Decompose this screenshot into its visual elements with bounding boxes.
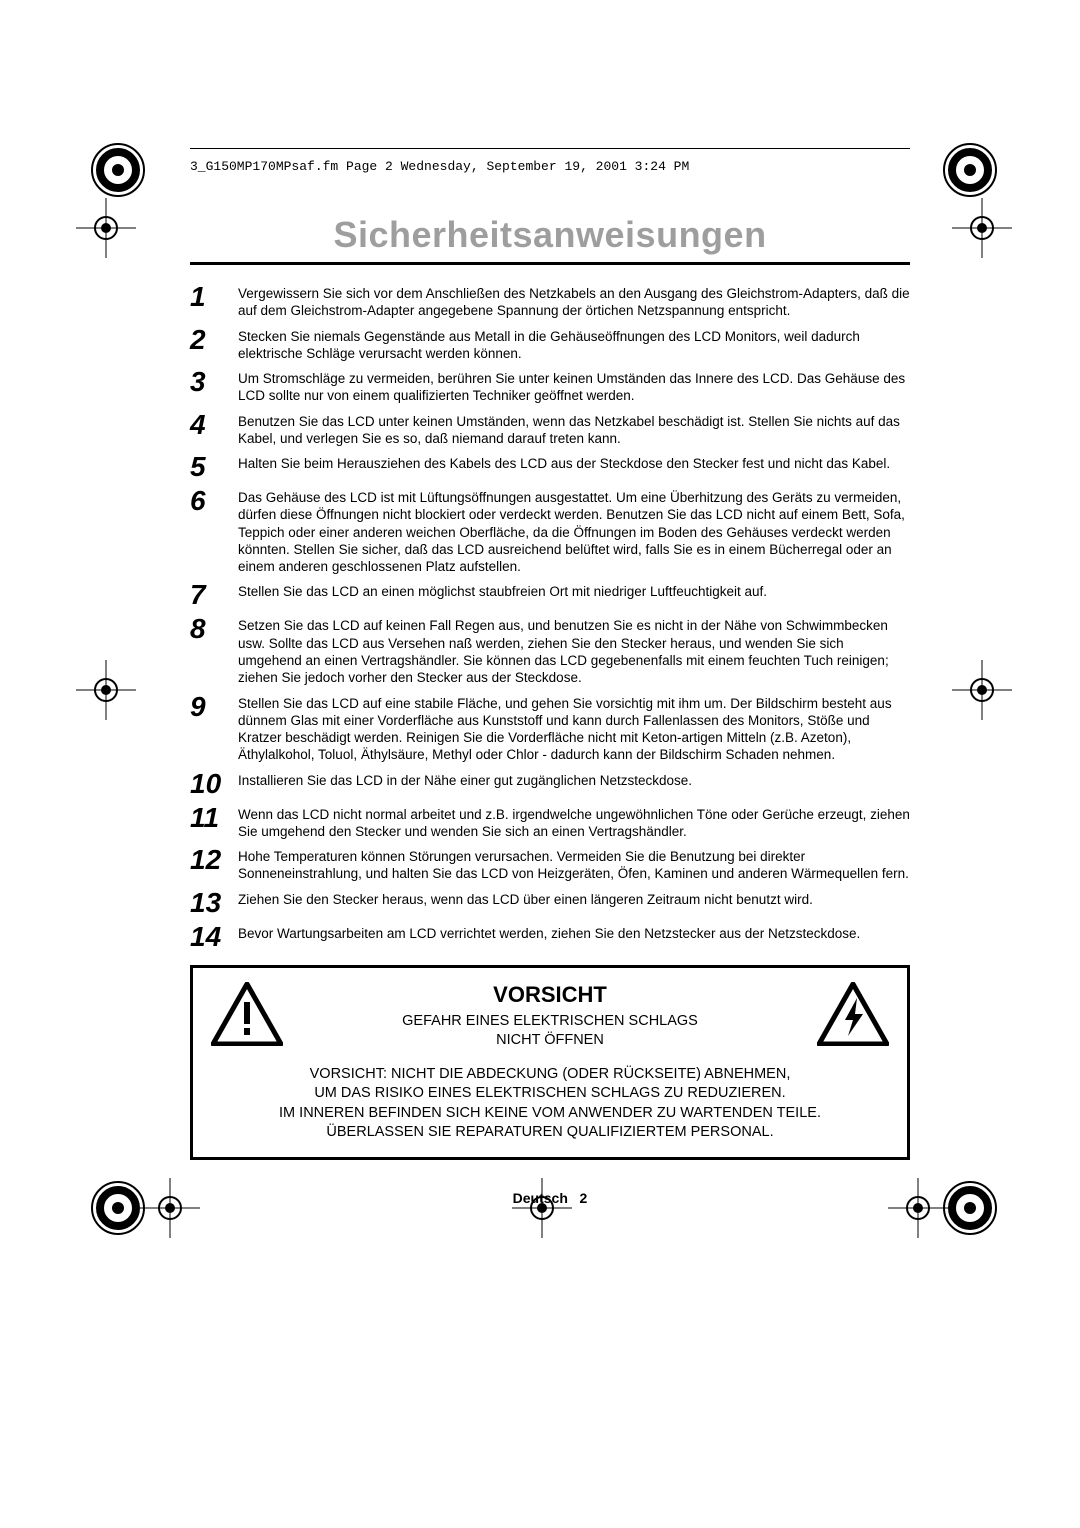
crop-mark-bottom-right-rosette	[940, 1178, 1000, 1238]
caution-body-line: ÜBERLASSEN SIE REPARATUREN QUALIFIZIERTE…	[211, 1123, 889, 1143]
instruction-item: 9Stellen Sie das LCD auf eine stabile Fl…	[190, 693, 910, 764]
footer-language: Deutsch	[513, 1190, 568, 1206]
footer-page: 2	[580, 1190, 588, 1206]
crop-mark-mid-right	[952, 660, 1012, 720]
crop-mark-top-center	[76, 198, 136, 258]
crop-mark-top-right-reg	[952, 198, 1012, 258]
crop-mark-top-left	[88, 140, 148, 200]
instruction-text: Das Gehäuse des LCD ist mit Lüftungsöffn…	[238, 487, 910, 575]
file-info: 3_G150MP170MPsaf.fm Page 2 Wednesday, Se…	[190, 159, 910, 174]
page-content: 3_G150MP170MPsaf.fm Page 2 Wednesday, Se…	[190, 148, 910, 1206]
instruction-text: Halten Sie beim Herausziehen des Kabels …	[238, 453, 910, 472]
instruction-item: 12Hohe Temperaturen können Störungen ver…	[190, 846, 910, 883]
instruction-text: Um Stromschläge zu vermeiden, berühren S…	[238, 368, 910, 405]
instruction-text: Stellen Sie das LCD an einen möglichst s…	[238, 581, 910, 600]
instruction-list: 1Vergewissern Sie sich vor dem Anschließ…	[190, 283, 910, 951]
instruction-number: 1	[190, 283, 238, 311]
instruction-text: Wenn das LCD nicht normal arbeitet und z…	[238, 804, 910, 841]
instruction-item: 2Stecken Sie niemals Gegenstände aus Met…	[190, 326, 910, 363]
crop-mark-top-right	[940, 140, 1000, 200]
instruction-number: 13	[190, 889, 238, 917]
instruction-item: 3Um Stromschläge zu vermeiden, berühren …	[190, 368, 910, 405]
caution-body: VORSICHT: NICHT DIE ABDECKUNG (ODER RÜCK…	[211, 1065, 889, 1143]
crop-mark-bottom-left-rosette	[88, 1178, 148, 1238]
caution-sub2: NICHT ÖFFNEN	[283, 1031, 817, 1050]
caution-box: VORSICHT GEFAHR EINES ELEKTRISCHEN SCHLA…	[190, 965, 910, 1160]
instruction-text: Hohe Temperaturen können Störungen verur…	[238, 846, 910, 883]
instruction-number: 6	[190, 487, 238, 515]
warning-exclamation-icon	[211, 982, 283, 1051]
title-rule	[190, 262, 910, 265]
instruction-item: 6Das Gehäuse des LCD ist mit Lüftungsöff…	[190, 487, 910, 575]
instruction-text: Stellen Sie das LCD auf eine stabile Flä…	[238, 693, 910, 764]
instruction-item: 10Installieren Sie das LCD in der Nähe e…	[190, 770, 910, 798]
caution-heading-block: VORSICHT GEFAHR EINES ELEKTRISCHEN SCHLA…	[283, 982, 817, 1050]
instruction-item: 14Bevor Wartungsarbeiten am LCD verricht…	[190, 923, 910, 951]
caution-sub1: GEFAHR EINES ELEKTRISCHEN SCHLAGS	[283, 1012, 817, 1031]
caution-body-line: UM DAS RISIKO EINES ELEKTRISCHEN SCHLAGS…	[211, 1084, 889, 1104]
instruction-text: Stecken Sie niemals Gegenstände aus Meta…	[238, 326, 910, 363]
instruction-item: 11Wenn das LCD nicht normal arbeitet und…	[190, 804, 910, 841]
page-footer: Deutsch 2	[190, 1190, 910, 1206]
instruction-item: 7Stellen Sie das LCD an einen möglichst …	[190, 581, 910, 609]
instruction-text: Vergewissern Sie sich vor dem Anschließe…	[238, 283, 910, 320]
warning-shock-icon	[817, 982, 889, 1051]
instruction-number: 9	[190, 693, 238, 721]
instruction-number: 11	[190, 804, 238, 832]
instruction-number: 4	[190, 411, 238, 439]
instruction-item: 4Benutzen Sie das LCD unter keinen Umstä…	[190, 411, 910, 448]
instruction-number: 8	[190, 615, 238, 643]
caution-top-row: VORSICHT GEFAHR EINES ELEKTRISCHEN SCHLA…	[211, 982, 889, 1051]
instruction-item: 8Setzen Sie das LCD auf keinen Fall Rege…	[190, 615, 910, 686]
instruction-text: Setzen Sie das LCD auf keinen Fall Regen…	[238, 615, 910, 686]
caution-heading: VORSICHT	[283, 982, 817, 1008]
instruction-item: 13Ziehen Sie den Stecker heraus, wenn da…	[190, 889, 910, 917]
instruction-number: 7	[190, 581, 238, 609]
instruction-number: 14	[190, 923, 238, 951]
header-rule-top	[190, 148, 910, 149]
caution-body-line: VORSICHT: NICHT DIE ABDECKUNG (ODER RÜCK…	[211, 1065, 889, 1085]
instruction-item: 5Halten Sie beim Herausziehen des Kabels…	[190, 453, 910, 481]
instruction-number: 10	[190, 770, 238, 798]
instruction-text: Ziehen Sie den Stecker heraus, wenn das …	[238, 889, 910, 908]
instruction-number: 2	[190, 326, 238, 354]
page-title: Sicherheitsanweisungen	[190, 214, 910, 256]
instruction-number: 3	[190, 368, 238, 396]
instruction-number: 5	[190, 453, 238, 481]
crop-mark-mid-left	[76, 660, 136, 720]
instruction-item: 1Vergewissern Sie sich vor dem Anschließ…	[190, 283, 910, 320]
caution-body-line: IM INNEREN BEFINDEN SICH KEINE VOM ANWEN…	[211, 1104, 889, 1124]
instruction-text: Bevor Wartungsarbeiten am LCD verrichtet…	[238, 923, 910, 942]
instruction-text: Installieren Sie das LCD in der Nähe ein…	[238, 770, 910, 789]
instruction-text: Benutzen Sie das LCD unter keinen Umstän…	[238, 411, 910, 448]
instruction-number: 12	[190, 846, 238, 874]
